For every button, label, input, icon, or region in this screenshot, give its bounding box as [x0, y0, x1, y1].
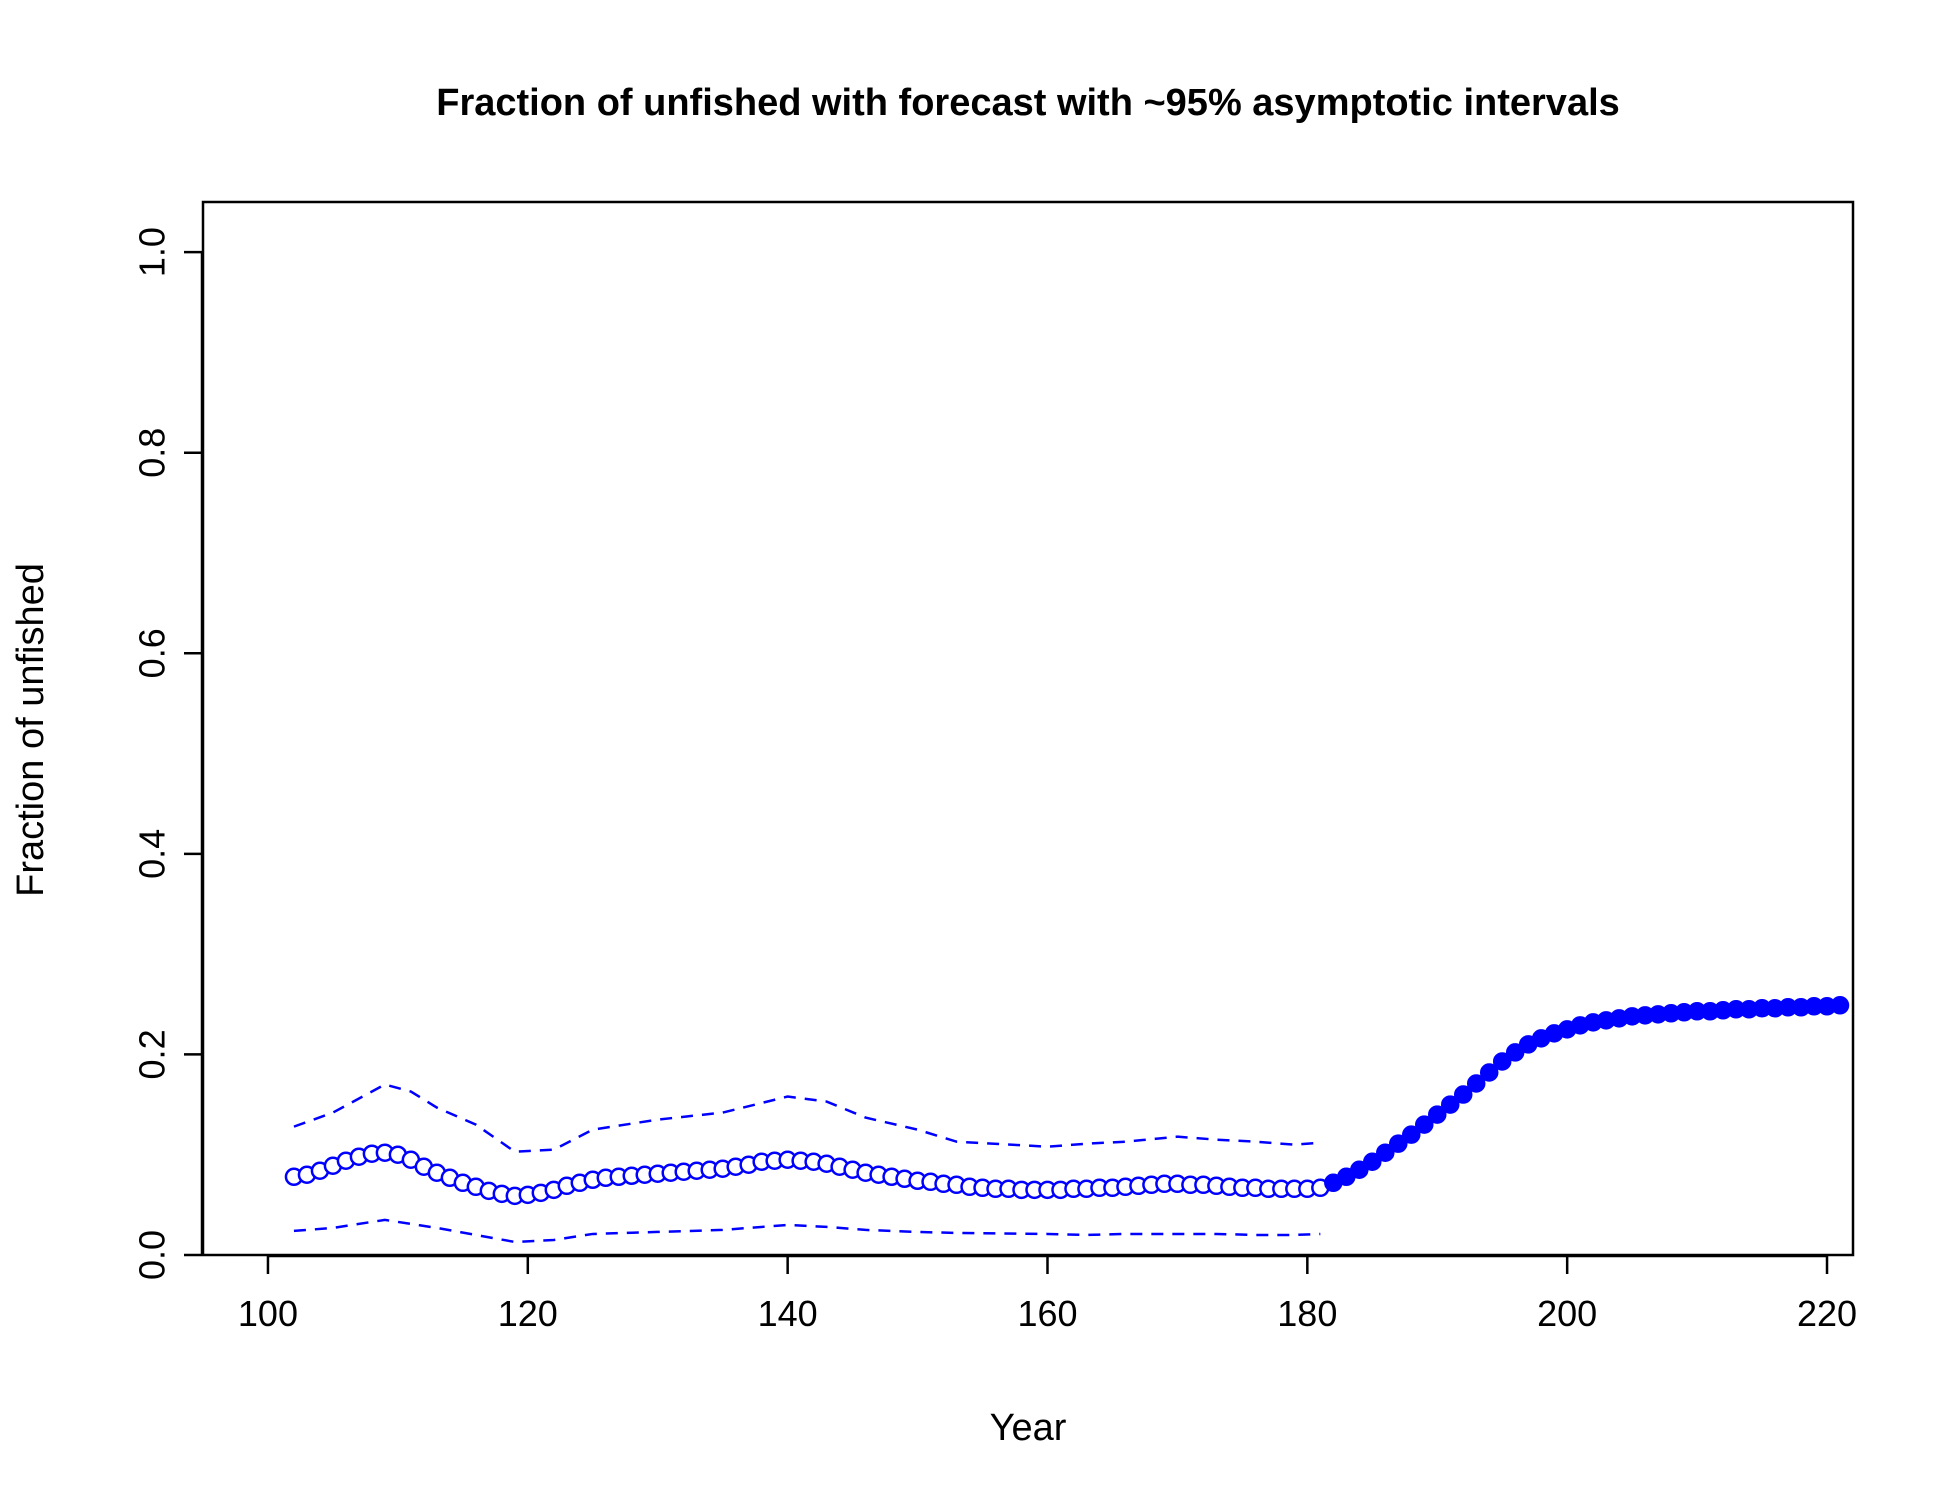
x-tick-label: 160 — [1017, 1293, 1077, 1334]
y-axis-label: Fraction of unfished — [10, 563, 52, 897]
forecast-point — [1389, 1134, 1408, 1153]
y-tick-label: 0.6 — [132, 628, 173, 678]
x-tick-label: 180 — [1277, 1293, 1337, 1334]
x-tick-label: 200 — [1537, 1293, 1597, 1334]
forecast-point — [1479, 1063, 1499, 1082]
forecast-point — [1830, 996, 1850, 1015]
y-tick-label: 0.8 — [132, 428, 173, 478]
forecast-point — [1440, 1095, 1460, 1114]
x-axis-label: Year — [990, 1407, 1067, 1449]
forecast-point — [1492, 1052, 1512, 1071]
forecast-point — [1415, 1115, 1434, 1134]
upper-interval-line — [293, 1083, 1321, 1153]
y-tick-label: 0.2 — [132, 1029, 173, 1079]
x-tick-label: 220 — [1797, 1293, 1857, 1334]
x-tick-label: 140 — [758, 1293, 818, 1334]
forecast-point — [1453, 1085, 1473, 1104]
x-tick-label: 100 — [238, 1293, 298, 1334]
forecast-point — [1376, 1143, 1395, 1162]
x-tick-label: 120 — [498, 1293, 558, 1334]
x-axis: 100 120 140 160 180 200 220 — [238, 1254, 1857, 1334]
series-layer — [284, 996, 1850, 1244]
lower-interval-line — [293, 1218, 1321, 1244]
y-tick-label: 0.4 — [132, 829, 173, 879]
forecast-point — [1466, 1074, 1486, 1093]
forecast-point — [1363, 1152, 1382, 1171]
plot-frame — [201, 200, 1855, 1257]
chart-title: Fraction of unfished with forecast with … — [436, 82, 1620, 124]
forecast-point — [1505, 1043, 1525, 1062]
forecast-point — [1402, 1125, 1421, 1144]
y-axis: 0.0 0.2 0.4 0.6 0.8 1.0 — [132, 227, 204, 1280]
forecast-point — [1350, 1160, 1369, 1180]
y-tick-label: 0.0 — [132, 1230, 173, 1280]
forecast-point — [1428, 1105, 1447, 1124]
y-tick-label: 1.0 — [132, 227, 173, 277]
